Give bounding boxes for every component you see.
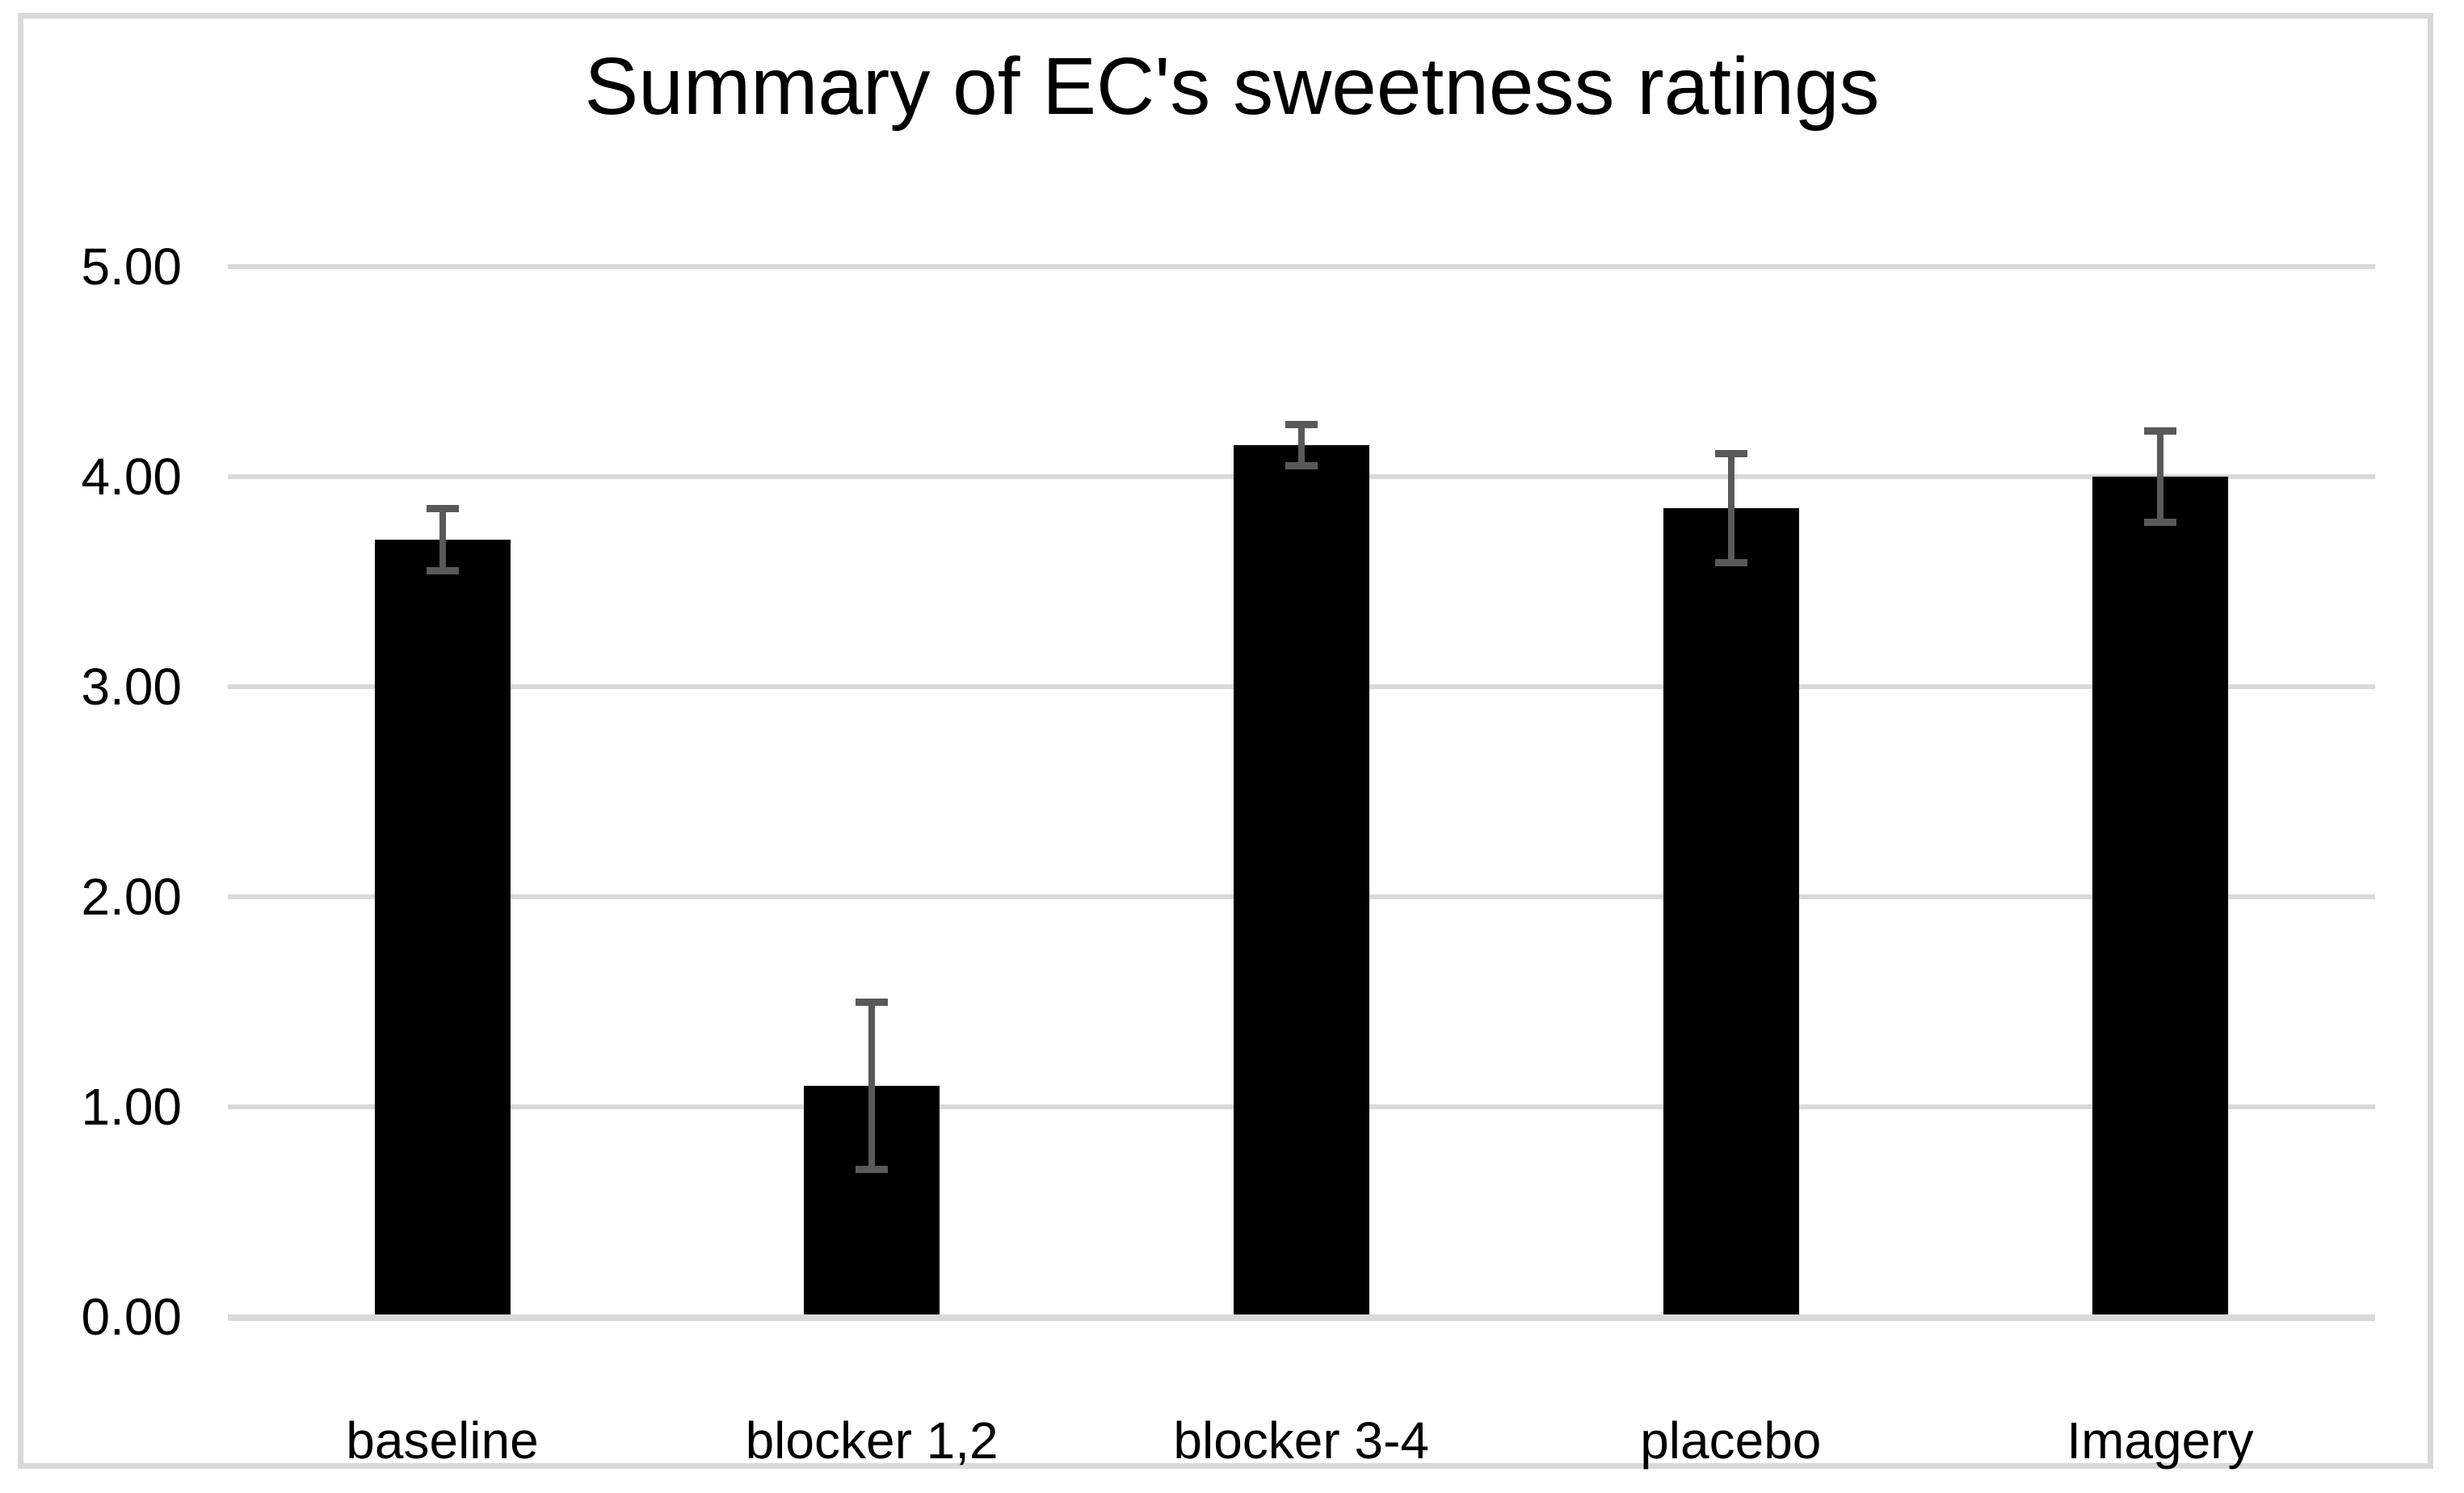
x-axis-line: [228, 1314, 2375, 1321]
y-axis-tick-label: 5.00: [81, 238, 182, 296]
y-axis-tick-label: 4.00: [81, 448, 182, 506]
x-axis-label: Imagery: [2067, 1411, 2254, 1470]
x-axis-label: placebo: [1640, 1411, 1822, 1470]
error-bar-cap-bottom: [2144, 519, 2177, 527]
x-axis-label: blocker 3-4: [1173, 1411, 1429, 1470]
chart-title: Summary of EC's sweetness ratings: [584, 41, 1880, 132]
error-bar-cap-bottom: [426, 567, 459, 574]
y-axis-tick-label: 0.00: [81, 1288, 182, 1346]
bar-baseline: [374, 540, 511, 1314]
y-axis-tick-label: 3.00: [81, 658, 182, 716]
gridline: [228, 264, 2375, 269]
y-axis-tick-label: 1.00: [81, 1078, 182, 1136]
error-bar-cap-top: [426, 505, 459, 512]
error-bar-cap-top: [856, 999, 889, 1006]
bar-blocker-3-4: [1234, 445, 1369, 1314]
bar-imagery: [2092, 477, 2229, 1314]
error-bar-cap-top: [1714, 450, 1747, 458]
error-bar-line: [439, 508, 446, 571]
error-bar-cap-bottom: [1285, 462, 1318, 469]
x-axis-label: baseline: [346, 1411, 539, 1470]
error-bar-line: [2157, 430, 2164, 524]
x-axis-label: blocker 1,2: [745, 1411, 999, 1470]
bar-placebo: [1663, 508, 1799, 1314]
error-bar-cap-top: [2144, 427, 2177, 435]
error-bar-cap-bottom: [1714, 558, 1747, 566]
error-bar-line: [868, 1002, 876, 1170]
error-bar-line: [1298, 424, 1305, 466]
y-axis-tick-label: 2.00: [81, 868, 182, 926]
error-bar-cap-top: [1285, 421, 1318, 428]
error-bar-cap-bottom: [856, 1166, 889, 1173]
error-bar-line: [1727, 453, 1734, 563]
